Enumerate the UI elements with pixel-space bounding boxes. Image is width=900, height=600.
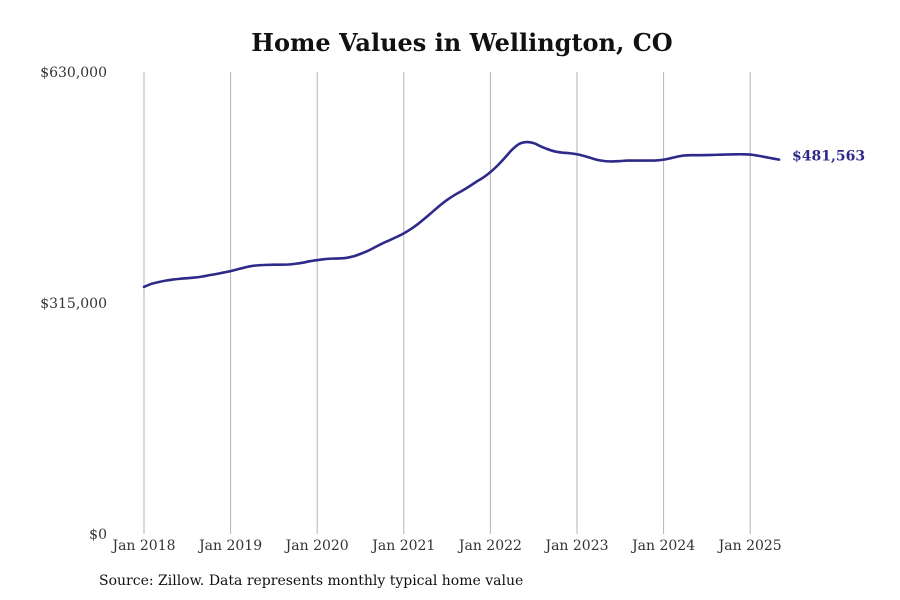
x-tick-label: Jan 2025 xyxy=(717,538,782,554)
x-tick-label: Jan 2018 xyxy=(110,538,175,554)
source-note: Source: Zillow. Data represents monthly … xyxy=(99,573,524,589)
x-tick-label: Jan 2021 xyxy=(370,538,435,554)
y-tick-label: $630,000 xyxy=(40,65,107,81)
x-tick-label: Jan 2023 xyxy=(543,538,608,554)
axis-labels: Jan 2018 Jan 2019 Jan 2020 Jan 2021 Jan 2022… xyxy=(40,65,782,554)
series-layer: $481,563 xyxy=(142,140,865,289)
series-line xyxy=(142,140,781,289)
grid-lines xyxy=(143,72,751,534)
x-tick-label: Jan 2024 xyxy=(630,538,695,554)
x-tick-label: Jan 2020 xyxy=(284,538,349,554)
x-tick-label: Jan 2019 xyxy=(197,538,262,554)
y-tick-label: $315,000 xyxy=(40,296,107,312)
y-tick-label: $0 xyxy=(89,527,107,543)
chart-title: Home Values in Wellington, CO xyxy=(251,28,673,57)
end-value-label: $481,563 xyxy=(792,149,865,165)
x-tick-label: Jan 2022 xyxy=(457,538,522,554)
